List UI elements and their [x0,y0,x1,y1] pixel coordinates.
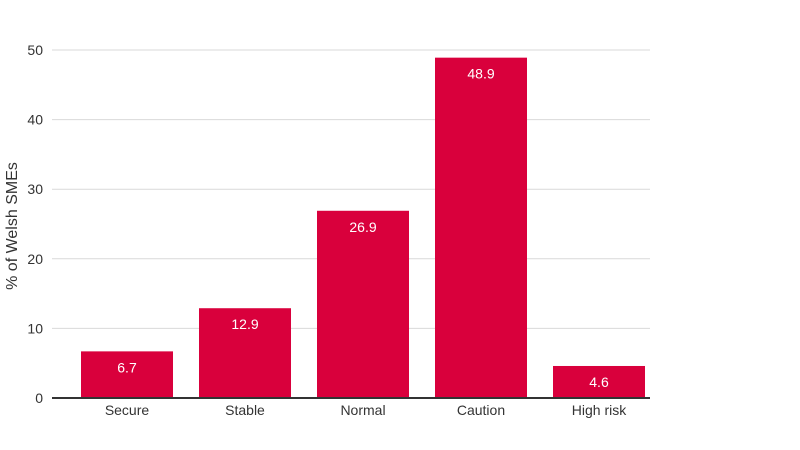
y-axis-title: % of Welsh SMEs [4,162,21,290]
data-label: 6.7 [117,359,137,375]
y-tick-label: 40 [27,112,43,128]
bars [81,57,645,398]
data-label: 12.9 [231,316,258,332]
data-labels: 6.7 12.9 26.9 48.9 4.6 [117,66,609,390]
y-tick-label: 10 [27,320,43,336]
x-tick-label: Caution [457,402,505,418]
x-tick-label: Secure [105,402,150,418]
data-label: 4.6 [589,374,609,390]
y-tick-label: 30 [27,181,43,197]
bar-stable [199,308,291,398]
x-tick-label: High risk [572,402,627,418]
x-tick-label: Normal [340,402,385,418]
bar-secure [81,351,173,398]
y-tick-label: 20 [27,251,43,267]
y-tick-label: 50 [27,42,43,58]
bar-high-risk [553,365,645,398]
axes: 0 10 20 30 40 50 Secure Stable Normal Caution High… [27,42,650,418]
data-label: 48.9 [467,66,494,82]
bar-caution [435,57,527,398]
y-tick-label: 0 [35,390,43,406]
gridlines [52,49,650,329]
x-tick-label: Stable [225,402,265,418]
bar-normal [317,210,409,398]
data-label: 26.9 [349,219,376,235]
